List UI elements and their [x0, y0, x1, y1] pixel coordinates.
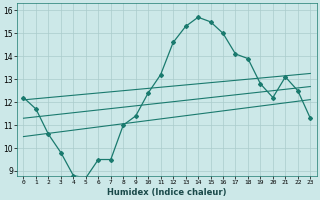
X-axis label: Humidex (Indice chaleur): Humidex (Indice chaleur) — [107, 188, 227, 197]
